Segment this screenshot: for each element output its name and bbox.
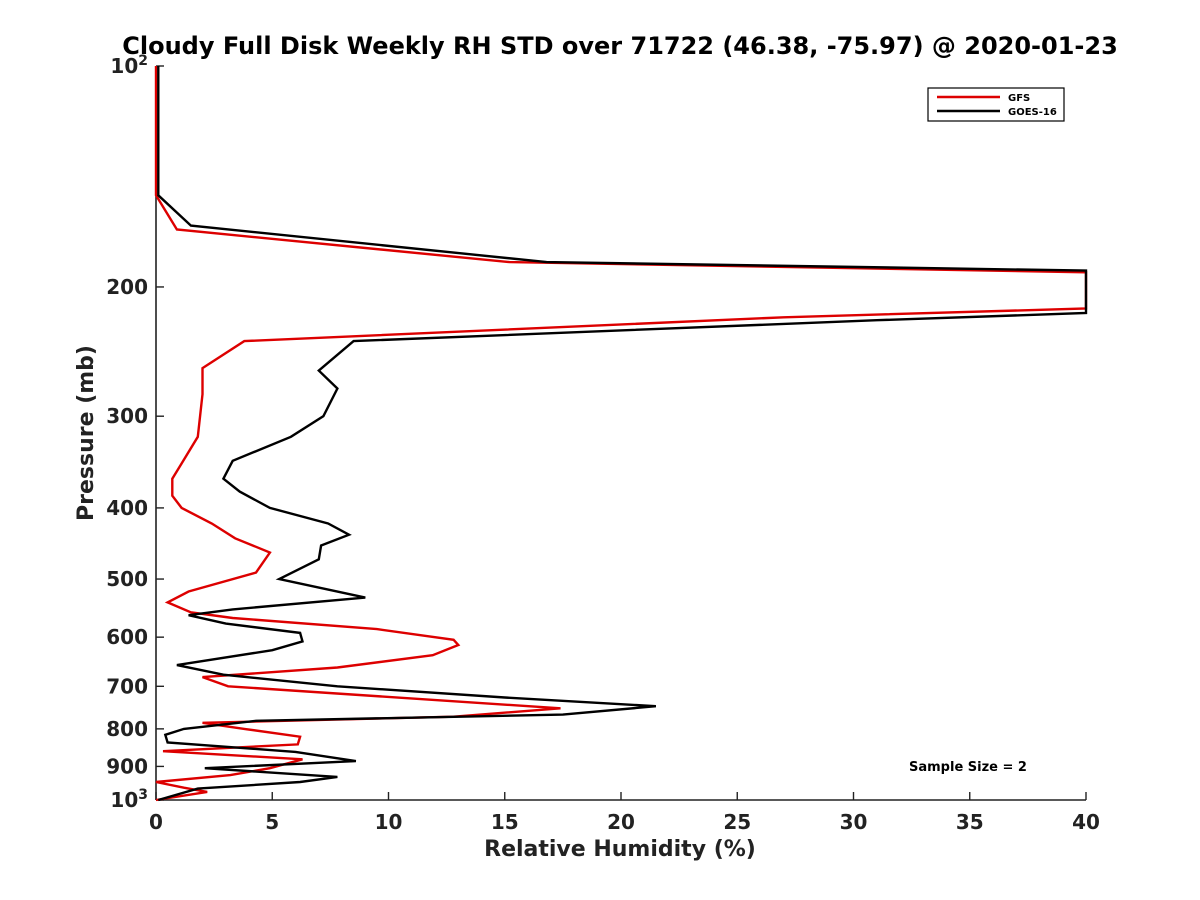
legend-label-gfs: GFS [1008,93,1030,104]
axes: 0 5 10 15 20 25 30 35 40 102 200 300 400 500 600 700 800… [106,53,1100,834]
y-tick-label: 800 [106,717,148,741]
chart-title: Cloudy Full Disk Weekly RH STD over 7172… [122,32,1118,60]
legend-box [927,87,1065,122]
series-line-goes-16 [157,66,1088,802]
y-tick-label: 103 [110,787,148,812]
x-tick-label: 15 [491,810,519,834]
x-tick-label: 40 [1072,810,1100,834]
y-axis-label: Pressure (mb) [74,345,99,521]
x-tick-label: 0 [149,810,163,834]
x-tick-label: 5 [265,810,279,834]
y-tick-label: 500 [106,567,148,591]
y-tick-label: 700 [106,674,148,698]
x-tick-label: 35 [956,810,984,834]
series-line-gfs [154,66,1088,802]
x-axis-label: Relative Humidity (%) [484,837,756,862]
legend-label-goes-16: GOES-16 [1008,107,1057,118]
x-tick-label: 10 [375,810,403,834]
y-tick-label: 102 [110,53,148,78]
series-lines [154,66,1088,802]
x-tick-label: 25 [723,810,751,834]
x-tick-label: 20 [607,810,635,834]
y-tick-label: 200 [106,275,148,299]
legend: GFS GOES-16 [927,87,1065,122]
x-tick-label: 30 [840,810,868,834]
y-tick-label: 400 [106,496,148,520]
y-tick-label: 300 [106,404,148,428]
y-tick-label: 900 [106,754,148,778]
y-tick-label: 600 [106,625,148,649]
sample-size-annotation: Sample Size = 2 [909,760,1027,775]
